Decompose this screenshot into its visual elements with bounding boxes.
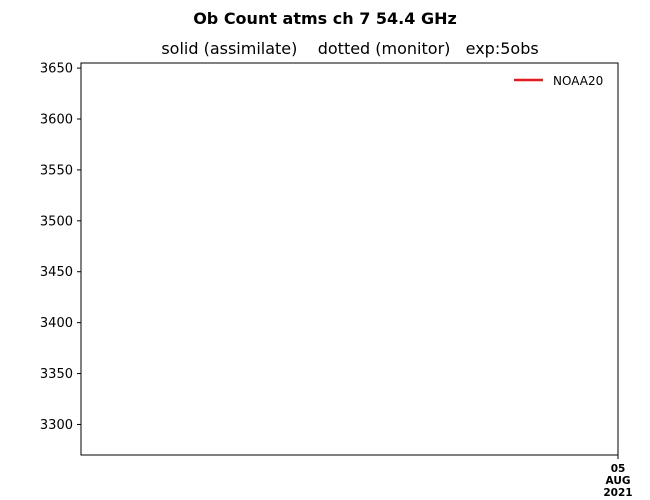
chart-subtitle: solid (assimilate) dotted (monitor) exp:… xyxy=(161,39,538,58)
y-tick-label: 3650 xyxy=(40,62,73,77)
y-tick-label: 3500 xyxy=(40,214,73,229)
y-axis: 3300 3350 3400 3450 3500 3550 3600 3650 xyxy=(40,62,81,433)
y-tick-label: 3550 xyxy=(40,163,73,178)
plot-area xyxy=(80,62,619,456)
y-tick-label: 3450 xyxy=(40,265,73,280)
legend-label-noaa20: NOAA20 xyxy=(553,74,603,88)
y-tick-label: 3600 xyxy=(40,113,73,128)
y-tick-label: 3300 xyxy=(40,418,73,433)
y-tick-label: 3350 xyxy=(40,367,73,382)
x-axis: 05 AUG 2021 xyxy=(603,455,633,499)
chart-title: Ob Count atms ch 7 54.4 GHz xyxy=(193,9,457,28)
x-tick-label: 05 AUG 2021 xyxy=(603,463,632,499)
y-tick-label: 3400 xyxy=(40,316,73,331)
legend: NOAA20 xyxy=(514,74,603,88)
